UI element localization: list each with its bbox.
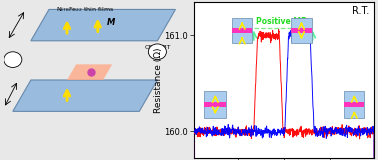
Text: R.T.: R.T.: [352, 6, 369, 16]
Text: Ni$_{78}$Fe$_{22}$ thin films: Ni$_{78}$Fe$_{22}$ thin films: [56, 5, 114, 14]
Text: I: I: [12, 57, 14, 63]
Bar: [344, 102, 364, 108]
Bar: [204, 102, 226, 108]
Y-axis label: Resistance (Ω): Resistance (Ω): [154, 47, 163, 113]
Text: 10~50 nm: 10~50 nm: [0, 0, 2, 26]
Text: Positive MR: Positive MR: [256, 17, 307, 26]
Text: M: M: [107, 18, 115, 27]
Bar: [232, 28, 253, 33]
Text: C8-BTBT: C8-BTBT: [145, 45, 171, 50]
FancyBboxPatch shape: [344, 91, 364, 118]
Circle shape: [148, 44, 166, 60]
Text: V: V: [155, 49, 160, 55]
Polygon shape: [31, 9, 175, 41]
Circle shape: [4, 52, 22, 68]
Polygon shape: [67, 64, 112, 80]
FancyBboxPatch shape: [204, 91, 226, 118]
Polygon shape: [13, 80, 157, 111]
Bar: [291, 28, 312, 33]
FancyBboxPatch shape: [291, 18, 312, 43]
FancyBboxPatch shape: [232, 18, 253, 43]
